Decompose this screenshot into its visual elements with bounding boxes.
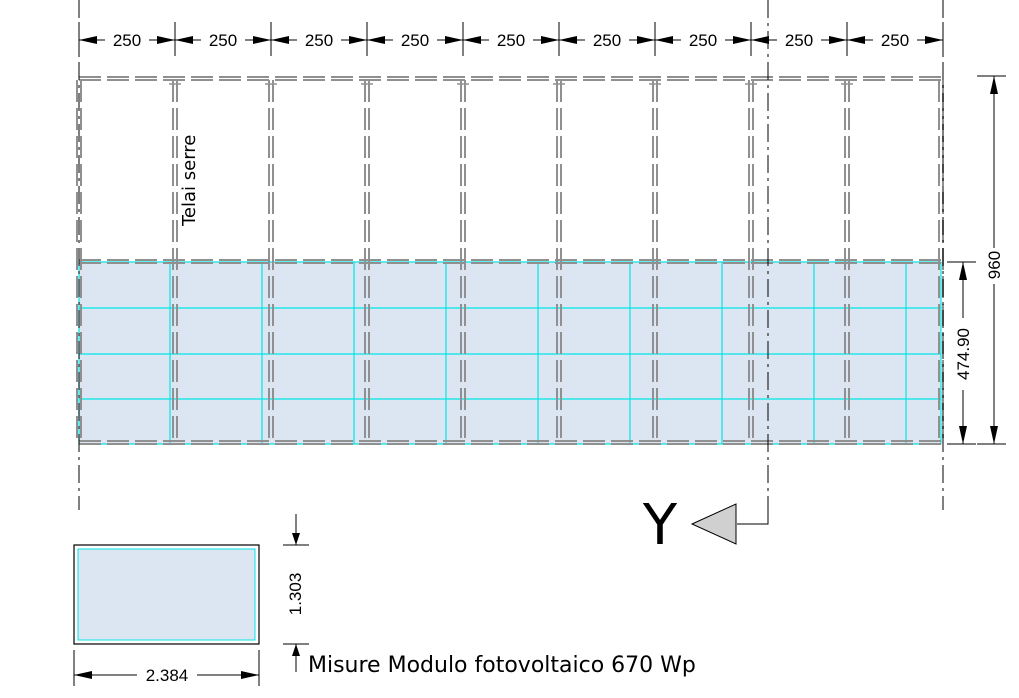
top-dimension-arrow-start-4 — [463, 36, 481, 44]
frame-label: Telai serre — [179, 135, 200, 227]
module-height-label: 1.303 — [286, 573, 305, 616]
top-dimension-mask-4 — [489, 29, 533, 51]
top-dimension-label-8: 250 — [881, 31, 909, 50]
top-dimension-arrow-end-8 — [925, 36, 943, 44]
top-dimension-arrow-start-6 — [655, 36, 673, 44]
greenhouse-frames — [76, 76, 944, 445]
top-dimension-label-4: 250 — [497, 31, 525, 50]
module-width-label: 2.384 — [146, 666, 189, 685]
top-dimension-arrow-end-5 — [637, 36, 655, 44]
top-dimension-label-5: 250 — [593, 31, 621, 50]
top-dimension-label-0: 250 — [113, 31, 141, 50]
top-dimension-arrow-end-3 — [445, 36, 463, 44]
top-dimension-arrow-end-2 — [349, 36, 367, 44]
top-dimension-arrow-start-8 — [847, 36, 865, 44]
top-dimension-arrow-end-0 — [157, 36, 175, 44]
top-dimension-arrow-start-7 — [751, 36, 769, 44]
top-dimension-mask-0 — [105, 29, 149, 51]
top-dimension-label-6: 250 — [689, 31, 717, 50]
top-dimension-mask-5 — [585, 29, 629, 51]
top-dimension-mask-2 — [297, 29, 341, 51]
top-dimension-arrow-start-0 — [79, 36, 97, 44]
section-arrow-icon — [690, 503, 737, 545]
section-marker: Y — [642, 493, 769, 558]
top-dimension-arrow-end-7 — [829, 36, 847, 44]
top-dimension-label-2: 250 — [305, 31, 333, 50]
top-dimension-arrow-start-1 — [175, 36, 193, 44]
module-detail: 1.303 2.384 Misure Modulo fotovoltaico 6… — [73, 514, 696, 686]
top-dimension-mask-6 — [681, 29, 725, 51]
dimension-474-90: 474.90 — [947, 261, 976, 445]
section-marker-label: Y — [642, 493, 678, 558]
top-dimension-label-1: 250 — [209, 31, 237, 50]
frame-axis-lines — [78, 0, 944, 510]
top-dimension-mask-1 — [201, 29, 245, 51]
top-dimension-chain: 250 250 250 250 250 250 250 250 250 — [78, 22, 944, 56]
module-cell-area — [77, 548, 256, 641]
pv-panel-area — [79, 262, 941, 444]
top-dimension-arrow-end-6 — [733, 36, 751, 44]
dimension-474-90-label: 474.90 — [954, 328, 973, 380]
top-dimension-arrow-end-1 — [253, 36, 271, 44]
top-dimension-arrow-start-3 — [367, 36, 385, 44]
top-dimension-mask-8 — [873, 29, 917, 51]
top-dimension-label-3: 250 — [401, 31, 429, 50]
top-dimension-arrow-end-4 — [541, 36, 559, 44]
top-dimension-label-7: 250 — [785, 31, 813, 50]
top-dimension-arrow-start-5 — [559, 36, 577, 44]
top-dimension-mask-7 — [777, 29, 821, 51]
dimension-960-label: 960 — [985, 251, 1004, 279]
dimension-960: 960 — [977, 75, 1006, 445]
module-caption: Misure Modulo fotovoltaico 670 Wp — [308, 653, 696, 678]
top-dimension-arrow-start-2 — [271, 36, 289, 44]
top-dimension-mask-3 — [393, 29, 437, 51]
